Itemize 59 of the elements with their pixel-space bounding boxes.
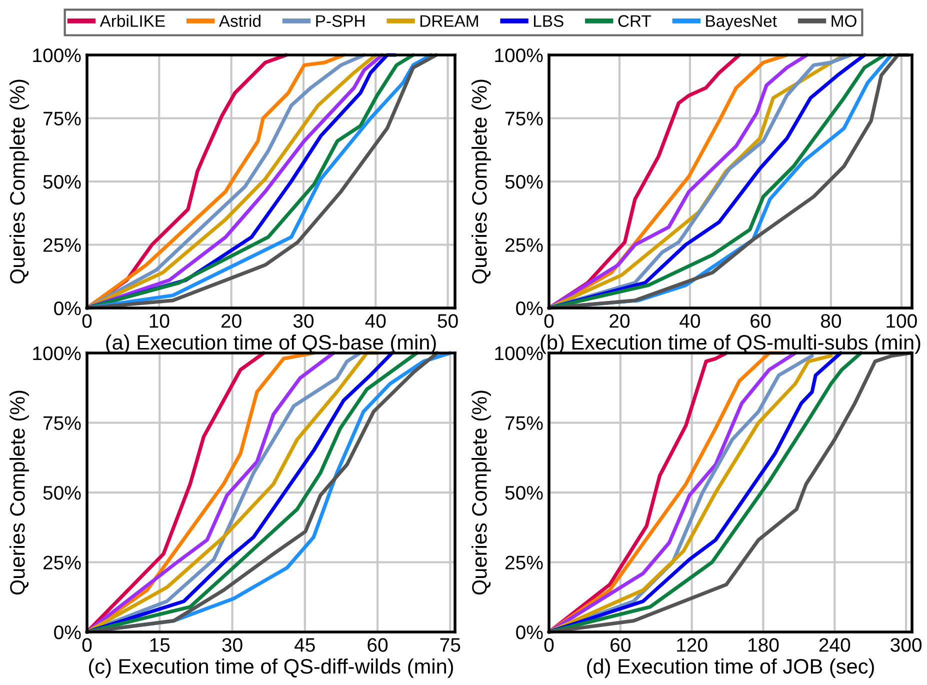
y-tick-label: 50%: [505, 174, 543, 189]
y-tick-label: 100%: [495, 48, 543, 62]
legend-label: CRT: [618, 15, 652, 27]
x-tick-label: 60: [368, 638, 388, 652]
y-tick-label: 100%: [495, 346, 543, 360]
x-tick-label: 60: [610, 638, 630, 652]
x-axis-title: (d) Execution time of JOB (sec): [587, 658, 874, 678]
x-axis-title: (b) Execution time of QS-multi-subs (min): [540, 334, 920, 354]
y-tick-label: 0%: [54, 625, 81, 640]
y-axis-title: Queries Complete (%): [472, 80, 491, 284]
x-tick-label: 30: [293, 314, 314, 328]
legend-label: Astrid: [218, 14, 260, 27]
legend-label: MO: [832, 15, 856, 27]
y-tick-label: 100%: [33, 346, 81, 360]
y-tick-label: 100%: [33, 48, 81, 62]
x-tick-label: 0: [544, 314, 554, 328]
y-tick-label: 25%: [44, 556, 81, 570]
y-axis-title: Queries Complete (%): [472, 390, 491, 595]
x-tick-label: 15: [150, 638, 170, 652]
y-tick-label: 50%: [43, 174, 81, 189]
x-tick-label: 30: [222, 638, 242, 652]
y-axis-title: Queries Complete (%): [10, 80, 29, 284]
x-tick-label: 0: [82, 638, 92, 652]
y-axis-title: Queries Complete (%): [10, 390, 29, 595]
x-tick-label: 120: [677, 638, 708, 652]
x-tick-label: 40: [365, 314, 386, 328]
legend-label: BayesNet: [706, 15, 777, 30]
y-tick-label: 0%: [516, 625, 543, 640]
x-tick-label: 75: [440, 638, 460, 652]
x-tick-label: 45: [294, 638, 315, 652]
y-tick-label: 25%: [506, 238, 543, 252]
x-axis-title: (c) Execution time of QS-diff-wilds (min): [88, 658, 454, 678]
y-tick-label: 75%: [506, 112, 543, 126]
legend-label: P-SPH: [316, 15, 364, 27]
x-tick-label: 240: [819, 638, 850, 652]
y-tick-label: 25%: [506, 556, 543, 570]
y-tick-label: 50%: [43, 486, 81, 500]
x-tick-label: 300: [890, 638, 922, 652]
y-tick-label: 75%: [44, 112, 81, 126]
x-tick-label: 100: [886, 314, 917, 328]
x-tick-label: 180: [748, 638, 779, 652]
x-tick-label: 40: [680, 314, 700, 328]
x-tick-label: 10: [150, 314, 170, 328]
legend-label: ArbiLIKE: [100, 14, 165, 27]
x-tick-label: 80: [820, 314, 841, 328]
legend-label: LBS: [534, 15, 564, 27]
x-tick-label: 60: [750, 314, 771, 328]
x-tick-label: 0: [544, 638, 554, 652]
y-tick-label: 25%: [44, 238, 81, 252]
x-tick-label: 50: [438, 314, 458, 328]
y-tick-label: 0%: [54, 301, 81, 316]
y-tick-label: 75%: [506, 416, 543, 430]
x-tick-label: 20: [610, 314, 630, 328]
y-tick-label: 50%: [505, 486, 543, 500]
y-tick-label: 0%: [516, 301, 543, 316]
x-tick-label: 20: [221, 314, 242, 328]
legend-label: DREAM: [420, 15, 478, 27]
y-tick-label: 75%: [44, 416, 81, 430]
x-tick-label: 0: [82, 314, 92, 328]
